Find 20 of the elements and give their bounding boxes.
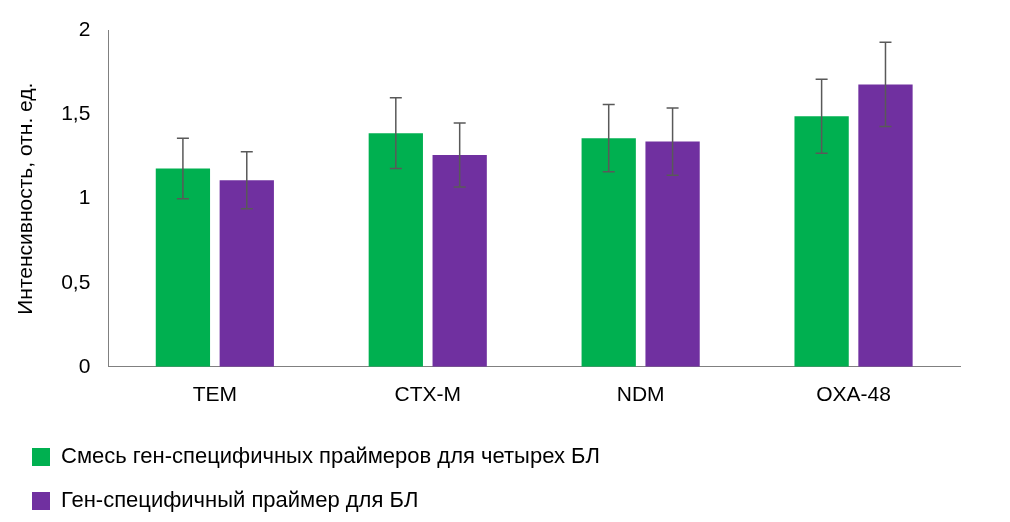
bar [432, 154, 487, 367]
x-tick-label: TEM [192, 382, 238, 406]
y-tick-label: 2 [78, 17, 91, 41]
y-tick-label: 1,5 [61, 101, 91, 125]
bar [155, 168, 211, 367]
y-tick-label: 1 [78, 185, 91, 209]
bar [581, 138, 636, 367]
y-tick-label: 0 [78, 353, 91, 377]
bar [368, 133, 423, 367]
x-tick-label: CTX-M [394, 382, 461, 406]
bar [794, 116, 849, 367]
x-tick-label: NDM [616, 382, 665, 406]
legend-label: Ген-специфичный праймер для БЛ [61, 487, 419, 513]
bar [219, 180, 274, 367]
bar [858, 84, 913, 367]
bar [645, 141, 700, 367]
y-axis-title: Интенсивность, отн. ед. [13, 82, 37, 315]
y-tick-label: 0,5 [61, 269, 91, 293]
legend-label: Смесь ген-специфичных праймеров для четырех БЛ [61, 443, 600, 469]
x-tick-label: OXA-48 [816, 382, 891, 406]
